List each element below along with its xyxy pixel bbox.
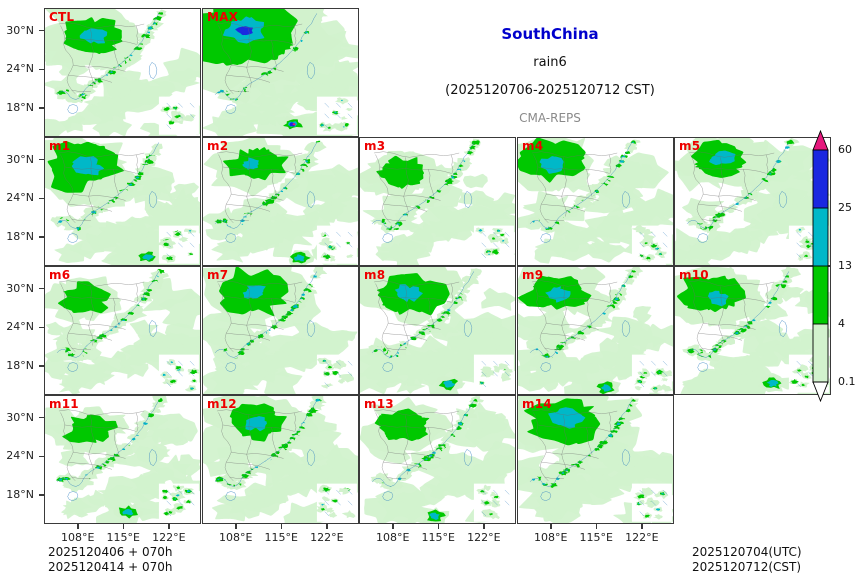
y-axis-label: 18°N xyxy=(6,229,34,243)
y-axis-tick xyxy=(39,417,44,419)
panel-label: m2 xyxy=(207,139,229,153)
y-axis-tick xyxy=(39,159,44,161)
x-axis-label: 115°E xyxy=(579,531,613,544)
map-panel-m3: m3 xyxy=(359,137,516,266)
x-axis-label: 115°E xyxy=(264,531,298,544)
x-axis-tick xyxy=(122,524,125,529)
panel-label: m14 xyxy=(522,397,552,411)
map-panel-m4: m4 xyxy=(517,137,674,266)
x-axis-tick xyxy=(77,524,79,529)
init-time-line-1: 2025120406 + 070h xyxy=(48,545,173,559)
y-axis-tick xyxy=(39,30,44,32)
panel-label: m5 xyxy=(679,139,701,153)
chart-title-variable: rain6 xyxy=(533,55,567,70)
x-axis-label: 122°E xyxy=(625,531,659,544)
chart-title-period: (2025120706-2025120712 CST) xyxy=(445,83,655,98)
panel-label: m10 xyxy=(679,268,709,282)
y-axis-label: 24°N xyxy=(6,62,34,76)
colorbar-tick-4: 4 xyxy=(838,317,845,330)
panel-label: m3 xyxy=(364,139,386,153)
panel-label: m8 xyxy=(364,268,386,282)
map-panel-m6: m6 xyxy=(44,266,201,395)
map-panel-m1: m1 xyxy=(44,137,201,266)
map-panel-m5: m5 xyxy=(674,137,831,266)
x-axis-tick xyxy=(437,524,440,529)
y-axis-label: 24°N xyxy=(6,449,34,463)
map-panel-m2: m2 xyxy=(202,137,359,266)
x-axis-tick xyxy=(168,524,170,529)
colorbar-tick-0p1: 0.1 xyxy=(838,375,856,388)
y-axis-tick xyxy=(39,326,44,329)
colorbar-tick-13: 13 xyxy=(838,259,852,272)
map-panel-m9: m9 xyxy=(517,266,674,395)
colorbar xyxy=(810,129,834,403)
y-axis-label: 30°N xyxy=(6,23,34,37)
y-axis-label: 18°N xyxy=(6,358,34,372)
panel-label: m9 xyxy=(522,268,544,282)
valid-time-cst: 2025120712(CST) xyxy=(692,560,802,574)
map-panel-m12: m12 xyxy=(202,395,359,524)
panel-label: m11 xyxy=(49,397,79,411)
x-axis-tick xyxy=(595,524,598,529)
x-axis-tick xyxy=(392,524,394,529)
x-axis-label: 115°E xyxy=(421,531,455,544)
map-panel-m8: m8 xyxy=(359,266,516,395)
panel-label: MAX xyxy=(207,10,239,24)
map-panel-m7: m7 xyxy=(202,266,359,395)
y-axis-tick xyxy=(39,236,44,238)
y-axis-tick xyxy=(39,197,44,200)
y-axis-tick xyxy=(39,288,44,290)
x-axis-label: 122°E xyxy=(310,531,344,544)
x-axis-label: 115°E xyxy=(106,531,140,544)
x-axis-tick xyxy=(280,524,283,529)
x-axis-label: 108°E xyxy=(534,531,568,544)
y-axis-tick xyxy=(39,365,44,367)
y-axis-label: 24°N xyxy=(6,320,34,334)
y-axis-tick xyxy=(39,455,44,458)
x-axis-label: 108°E xyxy=(61,531,95,544)
x-axis-label: 122°E xyxy=(467,531,501,544)
x-axis-label: 108°E xyxy=(376,531,410,544)
y-axis-label: 30°N xyxy=(6,410,34,424)
map-panel-m14: m14 xyxy=(517,395,674,524)
map-panel-ctl: CTL xyxy=(44,8,201,137)
y-axis-label: 30°N xyxy=(6,152,34,166)
x-axis-label: 122°E xyxy=(152,531,186,544)
x-axis-tick xyxy=(483,524,485,529)
valid-time-utc: 2025120704(UTC) xyxy=(692,545,802,559)
colorbar-tick-25: 25 xyxy=(838,201,852,214)
panel-label: m4 xyxy=(522,139,544,153)
x-axis-tick xyxy=(641,524,643,529)
panel-label: m13 xyxy=(364,397,394,411)
y-axis-label: 24°N xyxy=(6,191,34,205)
y-axis-label: 30°N xyxy=(6,281,34,295)
panel-label: m6 xyxy=(49,268,71,282)
y-axis-tick xyxy=(39,107,44,109)
map-panel-m11: m11 xyxy=(44,395,201,524)
y-axis-label: 18°N xyxy=(6,487,34,501)
x-axis-tick xyxy=(326,524,328,529)
y-axis-tick xyxy=(39,494,44,496)
x-axis-label: 108°E xyxy=(219,531,253,544)
y-axis-label: 18°N xyxy=(6,100,34,114)
panel-label: CTL xyxy=(49,10,75,24)
x-axis-tick xyxy=(235,524,237,529)
y-axis-tick xyxy=(39,68,44,71)
panel-label: m12 xyxy=(207,397,237,411)
map-panel-m13: m13 xyxy=(359,395,516,524)
x-axis-tick xyxy=(550,524,552,529)
panel-label: m1 xyxy=(49,139,71,153)
init-time-line-2: 2025120414 + 070h xyxy=(48,560,173,574)
chart-title-model: CMA-REPS xyxy=(519,111,581,125)
colorbar-tick-60: 60 xyxy=(838,143,852,156)
chart-title-region: SouthChina xyxy=(501,25,599,43)
panel-label: m7 xyxy=(207,268,229,282)
map-panel-m10: m10 xyxy=(674,266,831,395)
map-panel-max: MAX xyxy=(202,8,359,137)
